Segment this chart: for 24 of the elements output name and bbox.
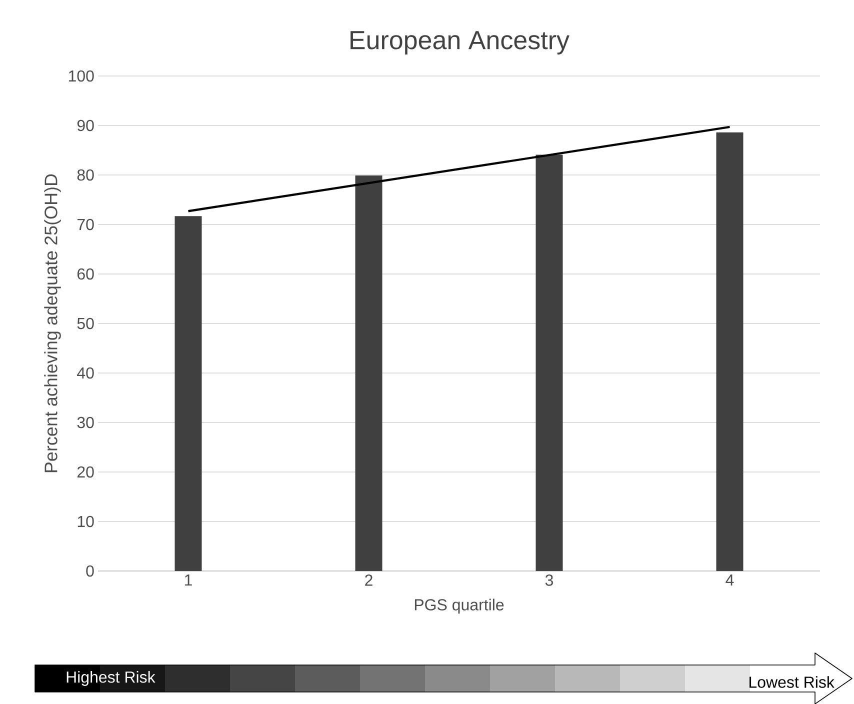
y-tick-label: 30 <box>77 416 94 428</box>
x-tick-label: 1 <box>185 574 192 586</box>
y-tick-label: 20 <box>77 466 94 478</box>
x-tick-label: 2 <box>365 574 372 586</box>
y-axis-title: Percent achieving adequate 25(OH)D <box>44 174 61 472</box>
y-tick-label: 70 <box>77 218 94 230</box>
y-tick-label: 40 <box>77 367 94 379</box>
bar <box>355 175 382 571</box>
y-tick-label: 80 <box>77 169 94 181</box>
text: Highest Risk <box>66 671 156 686</box>
y-tick-label: 60 <box>77 268 94 280</box>
x-tick-label: 3 <box>545 574 553 586</box>
y-tick-label: 0 <box>86 565 94 577</box>
x-axis-title: PGS quartile <box>414 598 504 614</box>
y-tick-label: 50 <box>77 318 94 330</box>
x-tick-label: 4 <box>726 574 734 586</box>
y-tick-label: 100 <box>69 70 94 82</box>
y-tick-label: 10 <box>78 516 94 528</box>
bar <box>716 132 744 571</box>
chart-title: European Ancestry <box>350 31 570 54</box>
y-tick-label: 90 <box>77 120 94 132</box>
text: Lowest Risk <box>750 676 834 688</box>
bar <box>174 216 202 571</box>
bar <box>536 154 563 571</box>
